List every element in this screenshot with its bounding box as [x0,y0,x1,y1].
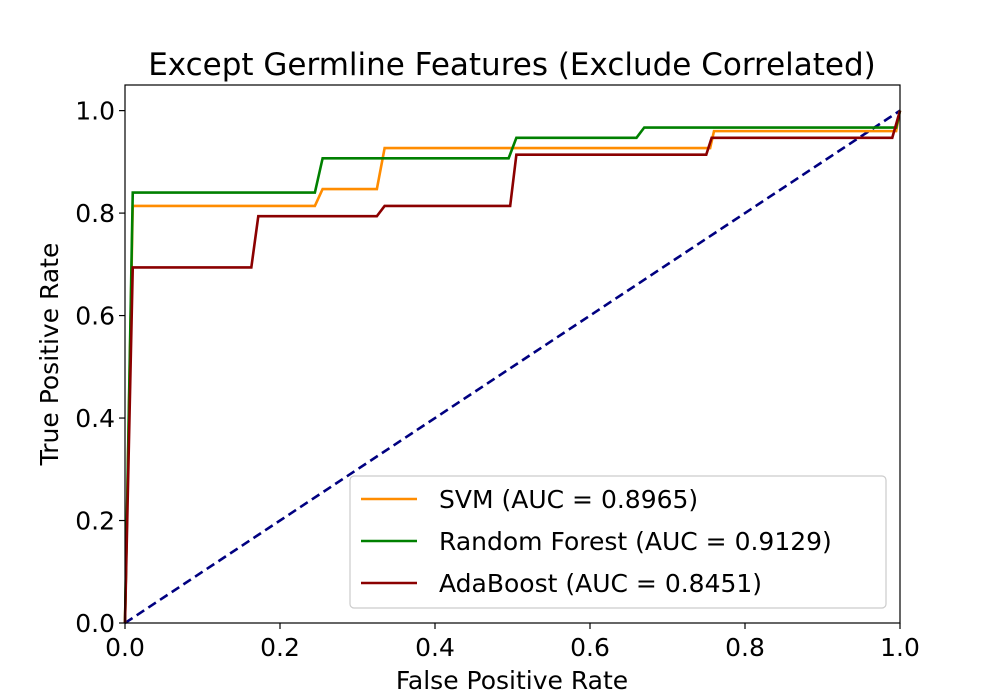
x-tick-label: 0.8 [725,633,765,662]
y-tick-label: 1.0 [75,97,115,126]
series-line-svm [123,110,902,624]
x-tick-label: 1.0 [880,633,920,662]
legend-box [349,475,887,609]
x-tick-label: 0.6 [570,633,610,662]
reference-diagonal-line [124,109,901,625]
y-tick-label: 0.2 [75,507,115,536]
y-tick-label: 0.6 [75,302,115,331]
plot-area: 0.0 0.2 0.4 0.6 0.8 1.0 0.0 0.2 0.4 0.6 0.8 1.0 [75,84,920,662]
x-tick-label: 0.0 [105,633,145,662]
y-tick-label: 0.4 [75,404,115,433]
axes-frame [124,84,901,624]
series-line-random-forest [123,110,902,624]
legend: SVM (AUC = 0.8965) Random Forest (AUC = 0… [349,475,887,609]
x-tick-label: 0.4 [415,633,455,662]
x-tick-label: 0.2 [260,633,300,662]
legend-entry-label: SVM (AUC = 0.8965) [439,485,698,514]
chart-title: Except Germline Features (Exclude Correl… [148,47,876,83]
legend-entry-label: Random Forest (AUC = 0.9129) [439,527,832,556]
y-tick-label: 0.0 [75,609,115,638]
y-tick-label: 0.8 [75,199,115,228]
legend-entry-label: AdaBoost (AUC = 0.8451) [439,569,762,598]
y-axis-label: True Positive Rate [35,243,64,467]
series-line-adaboost [123,110,902,624]
x-axis-label: False Positive Rate [396,666,628,695]
